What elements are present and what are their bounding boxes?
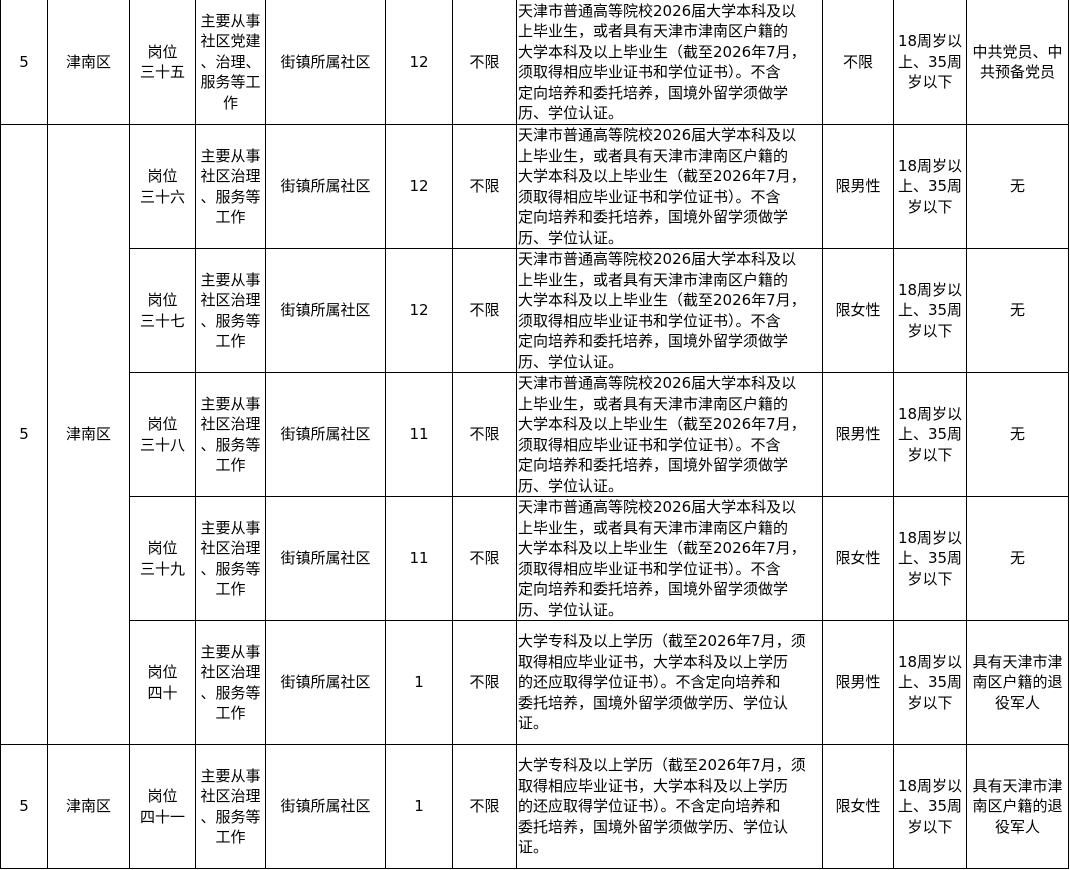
education-requirement-cell: 天津市普通高等院校2026届大学本科及以 上毕业生，或者具有天津市津南区户籍的 … <box>516 372 823 497</box>
unit-cell: 街镇所属社区 <box>265 248 386 373</box>
age-cell: 18周岁以 上、35周 岁以下 <box>893 124 967 249</box>
major-cell: 不限 <box>452 0 517 125</box>
age-cell: 18周岁以 上、35周 岁以下 <box>893 248 967 373</box>
table-row: 5 津南区 岗位 三十六 主要从事 社区治理 、服务等 工作 街镇所属社区 12 不限 天津市… <box>0 124 1069 745</box>
education-requirement-cell: 天津市普通高等院校2026届大学本科及以 上毕业生，或者具有天津市津南区户籍的 … <box>516 0 823 125</box>
headcount-cell: 12 <box>385 248 453 373</box>
gender-cell: 限女性 <box>822 496 894 621</box>
unit-cell: 街镇所属社区 <box>265 496 386 621</box>
other-requirement-cell: 无 <box>966 496 1069 621</box>
sequence-cell: 5 <box>0 124 48 745</box>
age-cell: 18周岁以 上、35周 岁以下 <box>893 496 967 621</box>
district-cell: 津南区 <box>47 0 130 125</box>
duty-cell: 主要从事 社区治理 、服务等 工作 <box>195 496 266 621</box>
gender-cell: 限男性 <box>822 620 894 745</box>
education-requirement-cell: 大学专科及以上学历（截至2026年7月，须 取得相应毕业证书，大学本科及以上学历… <box>516 620 823 745</box>
other-requirement-cell: 无 <box>966 248 1069 373</box>
sequence-cell: 5 <box>0 744 48 869</box>
age-cell: 18周岁以 上、35周 岁以下 <box>893 0 967 125</box>
table-row: 5 津南区 岗位 三十五 主要从事 社区党建 、治理、 服务等工 作街镇所属社区 12 不… <box>0 0 1069 125</box>
unit-cell: 街镇所属社区 <box>265 372 386 497</box>
other-requirement-cell: 无 <box>966 124 1069 249</box>
headcount-cell: 1 <box>385 744 453 869</box>
duty-cell: 主要从事 社区治理 、服务等 工作 <box>195 620 266 745</box>
post-name-cell: 岗位 三十五 <box>129 0 196 125</box>
duty-cell: 主要从事 社区治理 、服务等 工作 <box>195 248 266 373</box>
duty-cell: 主要从事 社区治理 、服务等 工作 <box>195 744 266 869</box>
table-row: 岗位 四十 主要从事 社区治理 、服务等 工作 街镇所属社区 1 不限 大学专科及以上学历… <box>1 620 1069 745</box>
other-requirement-cell: 无 <box>966 372 1069 497</box>
gender-cell: 限女性 <box>822 744 894 869</box>
gender-cell: 限女性 <box>822 248 894 373</box>
other-requirement-cell: 中共党员、中 共预备党员 <box>966 0 1069 125</box>
district-cell: 津南区 <box>47 744 130 869</box>
headcount-cell: 11 <box>385 496 453 621</box>
major-cell: 不限 <box>452 372 517 497</box>
district-cell: 津南区 <box>47 124 130 745</box>
headcount-cell: 1 <box>385 620 453 745</box>
sequence-cell: 5 <box>0 0 48 125</box>
age-cell: 18周岁以 上、35周 岁以下 <box>893 744 967 869</box>
post-name-cell: 岗位 三十六 <box>129 124 196 249</box>
gender-cell: 不限 <box>822 0 894 125</box>
table-row: 岗位 三十八 主要从事 社区治理 、服务等 工作 街镇所属社区 11 不限 天津市普通高等… <box>1 372 1069 497</box>
post-name-cell: 岗位 四十 <box>129 620 196 745</box>
age-cell: 18周岁以 上、35周 岁以下 <box>893 372 967 497</box>
education-requirement-cell: 天津市普通高等院校2026届大学本科及以 上毕业生，或者具有天津市津南区户籍的 … <box>516 124 823 249</box>
major-cell: 不限 <box>452 248 517 373</box>
age-cell: 18周岁以 上、35周 岁以下 <box>893 620 967 745</box>
headcount-cell: 12 <box>385 0 453 125</box>
table-row: 岗位 三十七 主要从事 社区治理 、服务等 工作 街镇所属社区 12 不限 天津市普通高等… <box>1 248 1069 373</box>
education-requirement-cell: 大学专科及以上学历（截至2026年7月，须 取得相应毕业证书，大学本科及以上学历… <box>516 744 823 869</box>
major-cell: 不限 <box>452 496 517 621</box>
unit-cell: 街镇所属社区 <box>265 620 386 745</box>
post-name-cell: 岗位 三十七 <box>129 248 196 373</box>
table-row: 岗位 三十九 主要从事 社区治理 、服务等 工作 街镇所属社区 11 不限 天津市普通高等… <box>1 496 1069 621</box>
education-requirement-cell: 天津市普通高等院校2026届大学本科及以 上毕业生，或者具有天津市津南区户籍的 … <box>516 496 823 621</box>
unit-cell: 街镇所属社区 <box>265 124 386 249</box>
duty-cell: 主要从事 社区治理 、服务等 工作 <box>195 124 266 249</box>
unit-cell: 街镇所属社区 <box>265 0 386 125</box>
duty-cell: 主要从事 社区党建 、治理、 服务等工 作 <box>195 0 266 125</box>
gender-cell: 限男性 <box>822 372 894 497</box>
post-name-cell: 岗位 三十九 <box>129 496 196 621</box>
major-cell: 不限 <box>452 124 517 249</box>
gender-cell: 限男性 <box>822 124 894 249</box>
duty-cell: 主要从事 社区治理 、服务等 工作 <box>195 372 266 497</box>
table-row: 5 津南区 岗位 四十一 主要从事 社区治理 、服务等 工作 街镇所属社区 1 不限 大学专科… <box>0 744 1069 869</box>
other-requirement-cell: 具有天津市津 南区户籍的退 役军人 <box>966 620 1069 745</box>
post-name-cell: 岗位 三十八 <box>129 372 196 497</box>
headcount-cell: 11 <box>385 372 453 497</box>
headcount-cell: 12 <box>385 124 453 249</box>
major-cell: 不限 <box>452 744 517 869</box>
major-cell: 不限 <box>452 620 517 745</box>
post-name-cell: 岗位 四十一 <box>129 744 196 869</box>
other-requirement-cell: 具有天津市津 南区户籍的退 役军人 <box>966 744 1069 869</box>
education-requirement-cell: 天津市普通高等院校2026届大学本科及以 上毕业生，或者具有天津市津南区户籍的 … <box>516 248 823 373</box>
unit-cell: 街镇所属社区 <box>265 744 386 869</box>
